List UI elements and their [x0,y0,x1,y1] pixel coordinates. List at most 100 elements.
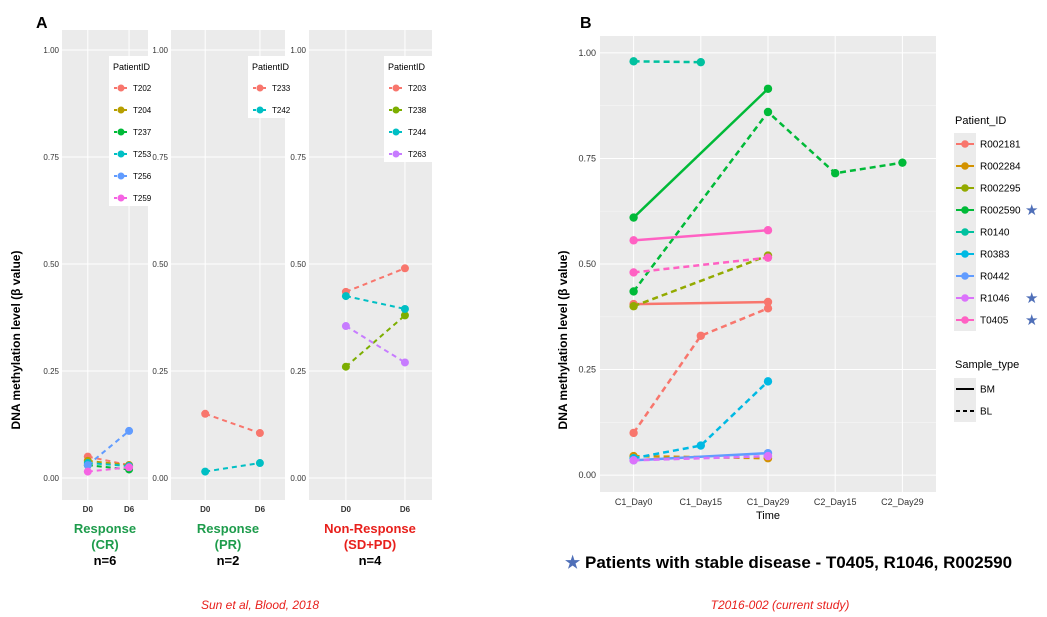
legend-key-point [961,250,969,258]
legend-label-T242: T242 [272,106,291,115]
series-line-T0405-BM [633,228,769,242]
series-line-T263 [345,325,406,364]
series-line-T238 [345,314,406,368]
x-tick-label: D0 [200,505,211,514]
series-line-T233 [204,412,261,435]
linetype-label-BL: BL [980,407,993,418]
y-tick-label: 0.75 [578,153,596,163]
legend-key-point [392,84,400,92]
star-icon: ★ [1025,290,1038,307]
data-point-T256 [125,426,134,435]
panel-a-citation: Sun et al, Blood, 2018 [200,598,320,612]
data-point-T263 [400,358,409,367]
series-line-R0140-BL [633,60,701,64]
data-point-R0383 [763,377,773,386]
legend-label-T0405: T0405 [980,316,1009,327]
group-title: Response [73,521,137,536]
data-point-T233 [201,409,210,418]
x-tick-label: D0 [83,505,94,514]
y-tick-label: 0.50 [290,260,306,269]
data-point-T238 [341,362,350,371]
series-line-T253 [87,462,130,468]
legend-label-R1046: R1046 [980,294,1010,305]
y-tick-label: 1.00 [290,46,306,55]
linetype-legend-background [954,378,976,422]
x-tick-label: C1_Day15 [680,497,723,507]
y-tick-label: 0.25 [290,367,306,376]
data-point-T259 [125,463,134,472]
group-n-label: n=2 [216,553,240,568]
data-point-R0383 [696,441,705,450]
legend-background [384,56,434,162]
legend-title: PatientID [252,62,290,72]
data-point-R0140 [629,57,638,66]
data-point-R002590 [629,287,638,296]
y-tick-label: 0.25 [152,367,168,376]
y-tick-label: 0.25 [578,365,596,375]
legend-title: Patient_ID [955,115,1006,127]
legend-key-point [961,294,969,302]
group-title: Response [196,521,260,536]
x-tick-label: D6 [255,505,266,514]
y-tick-label: 0.25 [43,367,59,376]
legend-label-R0383: R0383 [980,250,1010,261]
data-point-R0140 [696,57,705,67]
series-line-T204 [87,459,130,467]
series-line-T0405-BL [633,256,769,274]
panel-b-citation: T2016-002 (current study) [710,598,850,612]
legend-label-R0140: R0140 [980,228,1010,239]
data-point-R1046 [629,456,638,465]
x-tick-label: D0 [341,505,352,514]
legend-label-R002590: R002590 [980,206,1021,217]
series-line-R002181-BM [633,300,769,306]
data-point-T263 [341,322,350,331]
legend-label-T259: T259 [133,194,152,203]
y-tick-label: 0.50 [152,260,168,269]
x-tick-label: C1_Day0 [615,497,653,507]
y-tick-label: 1.00 [578,48,596,58]
y-tick-label: 1.00 [43,46,59,55]
data-point-R002590 [831,169,840,178]
series-line-T259 [87,466,130,473]
series-line-R002590-BL [632,110,903,293]
data-point-R002181 [696,331,705,340]
legend-label-T256: T256 [133,172,152,181]
legend-key-point [117,194,125,202]
group-label-2: Response (PR) n=2 [178,521,278,569]
panel-b-y-axis-label: DNA methylation level (β value) [556,251,570,430]
group-title: Non-Response [324,521,416,536]
x-tick-label: D6 [124,505,135,514]
legend-key-point [961,140,969,148]
data-point-R1046 [763,451,773,461]
group-n-label: n=6 [93,553,117,568]
series-line-R002590-BM [632,87,769,219]
series-line-T203 [345,267,406,293]
legend-key-point [961,316,969,324]
legend-title: PatientID [113,62,151,72]
data-point-R002590 [629,213,638,222]
data-point-R002590 [763,84,773,93]
x-tick-label: D6 [400,505,411,514]
legend-label-T238: T238 [408,106,427,115]
group-label-3: Non-Response (SD+PD) n=4 [320,521,420,569]
data-point-T203 [400,264,409,273]
y-tick-label: 0.75 [290,153,306,162]
y-tick-label: 0.00 [43,474,59,483]
group-subtitle: (PR) [214,537,242,552]
data-point-R002181 [629,428,638,438]
y-tick-label: 0.00 [152,474,168,483]
y-tick-label: 0.75 [152,153,168,162]
legend-key-point [117,84,125,92]
legend-label-T233: T233 [272,84,291,93]
legend-label-R002295: R002295 [980,184,1021,195]
stable-disease-text: Patients with stable disease - T0405, R1… [584,553,1013,572]
x-axis-title: Time [756,510,780,522]
series-line-T237 [87,464,130,471]
y-tick-label: 0.50 [43,260,59,269]
series-line-R002295-BL [633,254,769,308]
legend-key-point [117,128,125,136]
data-point-R002590 [763,107,773,117]
legend-key-point [961,272,969,280]
linetype-legend-title: Sample_type [955,359,1019,371]
legend-key-point [961,206,969,214]
